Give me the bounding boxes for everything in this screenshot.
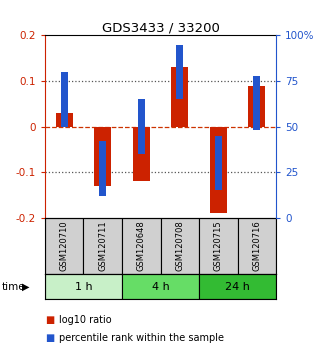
Bar [122, 218, 160, 274]
Text: ■: ■ [45, 315, 54, 325]
Bar [160, 218, 199, 274]
Bar [138, 99, 145, 154]
Bar [215, 136, 222, 190]
Bar [94, 127, 111, 186]
Text: time: time [2, 282, 25, 292]
Text: log10 ratio: log10 ratio [59, 315, 112, 325]
Bar [45, 218, 83, 274]
Bar [99, 141, 106, 196]
Text: GSM120715: GSM120715 [214, 221, 223, 272]
Text: ■: ■ [45, 333, 54, 343]
Bar [248, 86, 265, 127]
Title: GDS3433 / 33200: GDS3433 / 33200 [101, 21, 220, 34]
Text: 1 h: 1 h [75, 282, 92, 292]
Text: GSM120708: GSM120708 [175, 221, 184, 272]
Bar [171, 67, 188, 127]
Text: 24 h: 24 h [225, 282, 250, 292]
Bar [210, 127, 227, 213]
Bar [56, 113, 73, 127]
Text: GSM120710: GSM120710 [60, 221, 69, 272]
Text: 4 h: 4 h [152, 282, 169, 292]
Text: GSM120711: GSM120711 [98, 221, 107, 272]
Bar [83, 218, 122, 274]
Bar [199, 274, 276, 299]
Bar [199, 218, 238, 274]
Text: GSM120648: GSM120648 [137, 221, 146, 272]
Text: ▶: ▶ [22, 282, 29, 292]
Bar [253, 75, 260, 130]
Bar [122, 274, 199, 299]
Bar [176, 45, 183, 99]
Bar [45, 274, 122, 299]
Text: percentile rank within the sample: percentile rank within the sample [59, 333, 224, 343]
Text: GSM120716: GSM120716 [252, 221, 261, 272]
Bar [133, 127, 150, 181]
Bar [238, 218, 276, 274]
Bar [61, 72, 68, 127]
